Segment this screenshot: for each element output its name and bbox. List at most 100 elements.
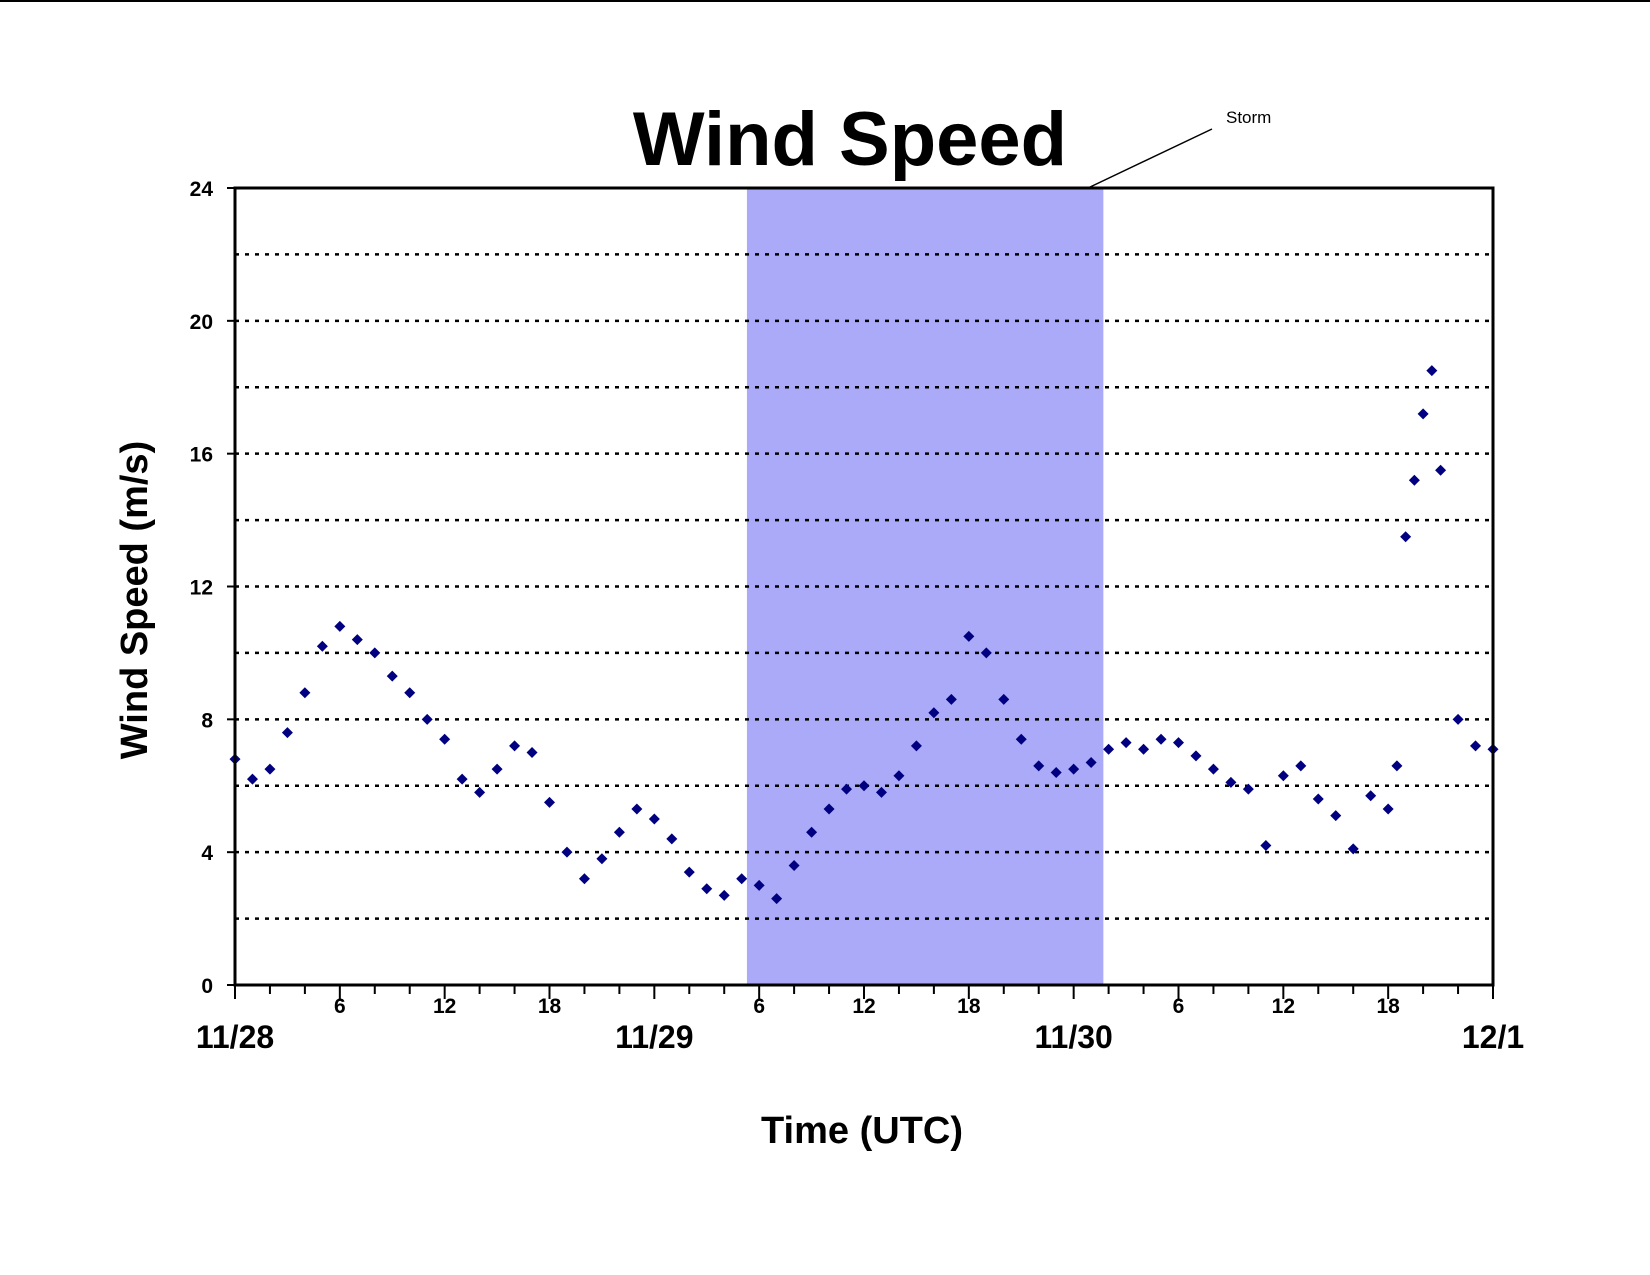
data-point [631, 803, 643, 815]
data-point [1400, 531, 1412, 543]
data-point [666, 833, 678, 845]
data-point [316, 640, 328, 652]
data-point [858, 780, 870, 792]
data-point [439, 733, 451, 745]
data-point [963, 630, 975, 642]
x-hour-label: 18 [538, 995, 562, 1018]
data-point [561, 846, 573, 858]
data-point [544, 796, 555, 808]
x-hour-label: 18 [1376, 995, 1400, 1018]
y-tick-label: 0 [201, 975, 213, 998]
data-point [1015, 733, 1027, 745]
data-point [596, 853, 608, 865]
data-point [1452, 713, 1464, 725]
data-point [998, 693, 1010, 705]
data-point [578, 873, 590, 885]
data-point [980, 647, 992, 659]
data-point [910, 740, 922, 752]
data-point [1242, 783, 1254, 795]
data-point [736, 873, 748, 885]
x-date-label: 12/1 [1462, 1019, 1524, 1055]
x-date-label: 11/28 [196, 1019, 274, 1055]
x-hour-label: 6 [334, 995, 346, 1018]
data-point [526, 747, 538, 759]
y-tick-label: 24 [190, 178, 214, 201]
data-point [351, 634, 363, 646]
y-axis-label: Wind Speed (m/s) [114, 441, 156, 759]
x-date-label: 11/30 [1035, 1019, 1113, 1055]
top-border [0, 0, 1650, 2]
data-point [1347, 843, 1359, 855]
data-point [806, 826, 818, 838]
y-tick-label: 20 [190, 311, 213, 334]
storm-annotation-leader [1087, 128, 1213, 189]
y-tick-label: 16 [190, 444, 213, 467]
data-point [299, 687, 311, 699]
data-point [928, 707, 940, 719]
x-hour-label: 12 [433, 995, 456, 1018]
data-point [421, 713, 433, 725]
data-point [1295, 760, 1307, 772]
data-point [788, 859, 800, 871]
data-point [1391, 760, 1403, 772]
data-point [1435, 464, 1447, 476]
data-point [1190, 750, 1202, 762]
y-tick-label: 8 [201, 709, 213, 732]
data-point [753, 879, 765, 891]
data-point [1426, 365, 1438, 377]
data-point [823, 803, 835, 815]
data-point [683, 866, 695, 878]
data-point [1120, 737, 1132, 749]
data-point [1085, 757, 1097, 769]
data-point [474, 786, 486, 798]
data-point [1330, 810, 1342, 822]
data-point [456, 773, 468, 785]
data-point [771, 893, 783, 905]
data-point [648, 813, 660, 825]
data-point [718, 889, 730, 901]
data-point [1068, 763, 1080, 775]
data-point [386, 670, 398, 682]
storm-annotation: Storm [1226, 108, 1271, 127]
data-point [1365, 790, 1377, 802]
data-point [1312, 793, 1324, 805]
y-tick-label: 4 [201, 842, 213, 865]
data-point [875, 786, 887, 798]
data-point [893, 770, 905, 782]
data-point [404, 687, 416, 699]
data-point [509, 740, 521, 752]
data-point [281, 727, 293, 739]
data-point [1138, 743, 1150, 755]
data-point [369, 647, 381, 659]
data-point [264, 763, 276, 775]
data-point [945, 693, 957, 705]
data-point [1207, 763, 1219, 775]
data-point [1382, 803, 1394, 815]
x-axis-label: Time (UTC) [761, 1110, 963, 1152]
data-point [1470, 740, 1482, 752]
x-hour-label: 18 [957, 995, 981, 1018]
x-hour-label: 6 [1173, 995, 1185, 1018]
x-hour-label: 6 [753, 995, 765, 1018]
data-point [491, 763, 503, 775]
data-point [1173, 737, 1184, 749]
chart-title: Wind Speed [633, 97, 1067, 182]
x-hour-label: 12 [1272, 995, 1295, 1018]
data-point [1155, 733, 1167, 745]
data-point [1225, 776, 1237, 788]
x-hour-label: 12 [852, 995, 875, 1018]
data-point [1277, 770, 1289, 782]
data-point [613, 826, 625, 838]
data-point [1050, 766, 1062, 778]
data-point [1033, 760, 1045, 772]
data-point [246, 773, 258, 785]
y-tick-label: 12 [190, 577, 213, 600]
data-point [841, 783, 853, 795]
data-point [1408, 474, 1420, 486]
data-point [1260, 840, 1272, 852]
data-point [1103, 743, 1115, 755]
data-point [334, 620, 346, 632]
data-point [701, 883, 713, 895]
data-point [1417, 408, 1429, 420]
